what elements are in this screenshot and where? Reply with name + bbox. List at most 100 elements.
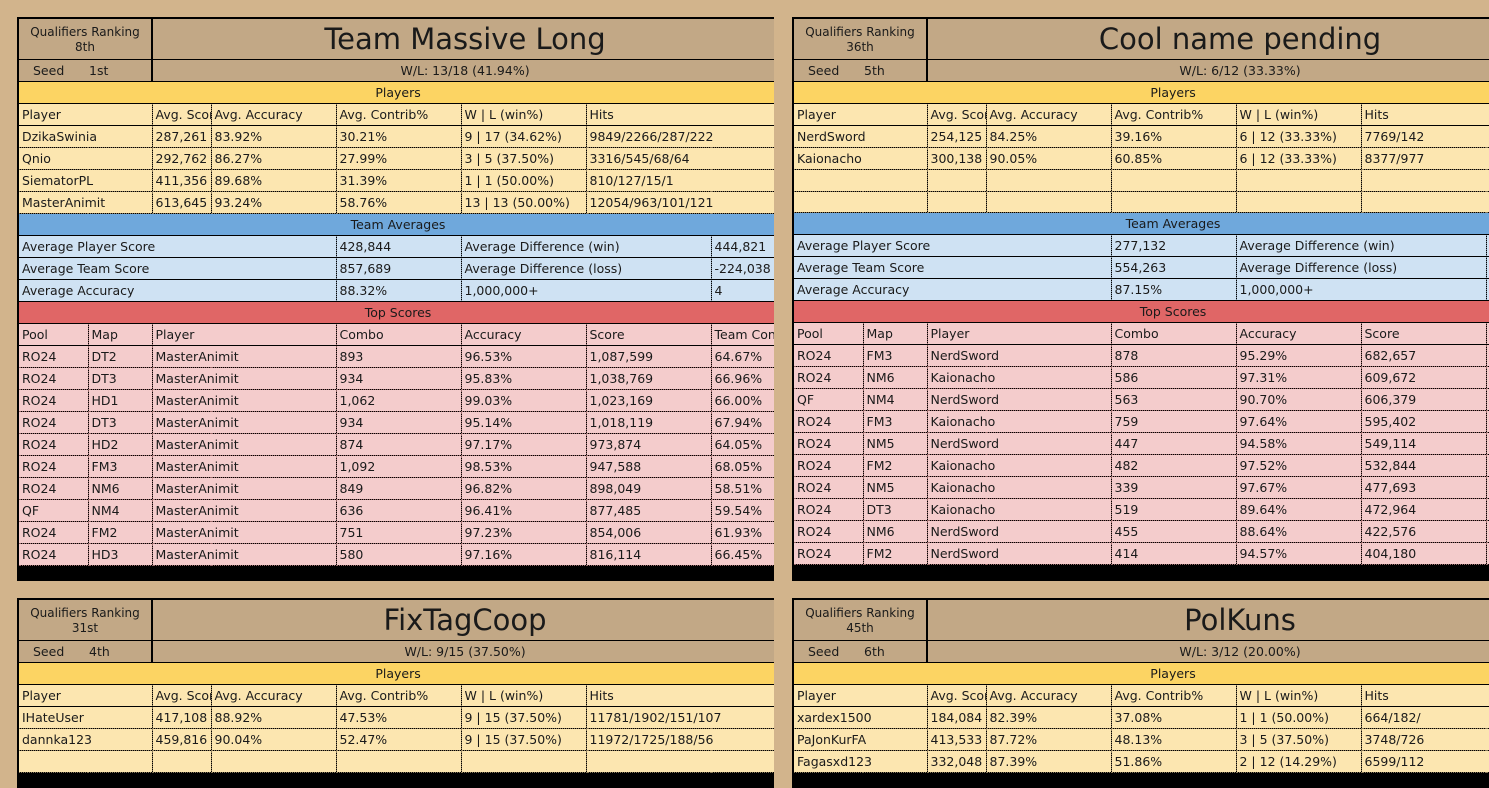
stat-label: Average Difference (win) — [1236, 234, 1487, 258]
team-contrib: 59.06% — [1486, 366, 1489, 390]
column-player-name: Player — [19, 684, 153, 707]
player: Kaionacho — [927, 476, 1112, 500]
score: 898,049 — [586, 477, 712, 500]
players-header: Players — [794, 81, 1489, 104]
map: HD2 — [88, 433, 153, 456]
avg-contrib: 37.08% — [1111, 706, 1237, 729]
team-seed-row: Seed 4th W/L: 9/15 (37.50%) — [19, 640, 774, 663]
player: NerdSword — [927, 432, 1112, 456]
seed-label: Seed — [33, 63, 65, 78]
avg-accuracy: 87.72% — [986, 728, 1112, 751]
player: Kaionacho — [927, 498, 1112, 522]
combo: 447 — [1111, 432, 1237, 456]
accuracy: 95.29% — [1236, 344, 1362, 368]
pool: RO24 — [794, 498, 864, 522]
column-win-loss: W | L (win%) — [1236, 103, 1362, 126]
player-name: dannka123 — [19, 728, 153, 751]
win-loss: 9 | 15 (37.50%) — [461, 728, 587, 751]
column-avg-contrib: Avg. Contrib% — [336, 103, 462, 126]
team-name: Cool name pending — [927, 19, 1489, 60]
map: NM6 — [88, 477, 153, 500]
team-average-row: Average Team Score 857,689 Average Differe… — [19, 257, 774, 280]
avg-contrib: 51.86% — [1111, 750, 1237, 773]
stat-label: Average Player Score — [19, 235, 337, 258]
pool: RO24 — [794, 344, 864, 368]
map: FM2 — [863, 454, 928, 478]
player-name — [19, 750, 153, 773]
score-row: RO24 FM2 MasterAnimit 751 97.23% 854,006 61.93… — [19, 521, 774, 544]
score: 477,693 — [1361, 476, 1487, 500]
score: 1,018,119 — [586, 411, 712, 434]
pool: RO24 — [794, 432, 864, 456]
seed-label: Seed — [33, 644, 65, 659]
pool: RO24 — [19, 411, 89, 434]
player-row: Qnio 292,762 86.27% 27.99% 3 | 5 (37.50%) 331… — [19, 147, 774, 170]
accuracy: 97.31% — [1236, 366, 1362, 390]
team-contrib: 61.93% — [711, 521, 774, 544]
score-row: RO24 DT2 MasterAnimit 893 96.53% 1,087,599 64.… — [19, 345, 774, 368]
column-avg-accuracy: Avg. Accuracy — [986, 684, 1112, 707]
stat-label: Average Accuracy — [19, 279, 337, 302]
team-contrib: 46.52% — [1486, 476, 1489, 500]
players-section-header: Players — [794, 81, 1489, 104]
pool: RO24 — [794, 476, 864, 500]
hits: 12054/963/101/121 — [586, 191, 774, 214]
seed: Seed 5th — [794, 59, 928, 82]
player-row: dannka123 459,816 90.04% 52.47% 9 | 15 (37.5… — [19, 728, 774, 751]
seed-value: 5th — [864, 63, 885, 78]
avg-score: 417,108 — [152, 706, 212, 729]
avg-score: 184,084 — [927, 706, 987, 729]
avg-accuracy: 90.05% — [986, 147, 1112, 170]
map: FM2 — [863, 542, 928, 566]
team-header: Qualifiers Ranking 31st FixTagCoop — [19, 600, 774, 641]
player-row: Fagasxd123 332,048 87.39% 51.86% 2 | 12 (14.… — [794, 750, 1489, 773]
qualifiers-ranking-value: 31st — [71, 621, 99, 635]
pool: RO24 — [19, 367, 89, 390]
combo: 878 — [1111, 344, 1237, 368]
score: 947,588 — [586, 455, 712, 478]
win-loss — [1236, 169, 1362, 192]
team-name: Team Massive Long — [152, 19, 774, 60]
avg-score: 300,138 — [927, 147, 987, 170]
score: 1,023,169 — [586, 389, 712, 412]
score: 595,402 — [1361, 410, 1487, 434]
combo: 1,062 — [336, 389, 462, 412]
avg-score: 411,356 — [152, 169, 212, 192]
team-contrib: 66.96% — [711, 367, 774, 390]
avg-accuracy: 87.39% — [986, 750, 1112, 773]
score: 422,576 — [1361, 520, 1487, 544]
map: DT3 — [88, 367, 153, 390]
accuracy: 96.41% — [461, 499, 587, 522]
qualifiers-ranking: Qualifiers Ranking 36th — [794, 19, 928, 60]
hits: 8377/977 — [1361, 147, 1489, 170]
player: NerdSword — [927, 388, 1112, 412]
avg-accuracy: 83.92% — [211, 125, 337, 148]
stat-label: Average Difference (win) — [461, 235, 712, 258]
score: 609,672 — [1361, 366, 1487, 390]
player-row: PaJonKurFA 413,533 87.72% 48.13% 3 | 5 (37.5… — [794, 728, 1489, 751]
win-loss: 3 | 5 (37.50%) — [461, 147, 587, 170]
score-row: RO24 HD1 MasterAnimit 1,062 99.03% 1,023,169 6… — [19, 389, 774, 412]
column-accuracy: Accuracy — [1236, 322, 1362, 346]
stat-value: 88.32% — [336, 279, 462, 302]
stat-label: 1,000,000+ — [1236, 278, 1487, 302]
stat-value: 87.15% — [1111, 278, 1237, 302]
accuracy: 97.64% — [1236, 410, 1362, 434]
accuracy: 96.82% — [461, 477, 587, 500]
combo: 751 — [336, 521, 462, 544]
column-accuracy: Accuracy — [461, 323, 587, 346]
win-loss: 1 | 1 (50.00%) — [1236, 706, 1362, 729]
hits: 664/182/ — [1361, 706, 1489, 729]
seed: Seed 4th — [19, 640, 153, 663]
win-loss-record: W/L: 13/18 (41.94%) — [152, 59, 774, 82]
avg-accuracy: 88.92% — [211, 706, 337, 729]
avg-score: 332,048 — [927, 750, 987, 773]
player-name: MasterAnimit — [19, 191, 153, 214]
